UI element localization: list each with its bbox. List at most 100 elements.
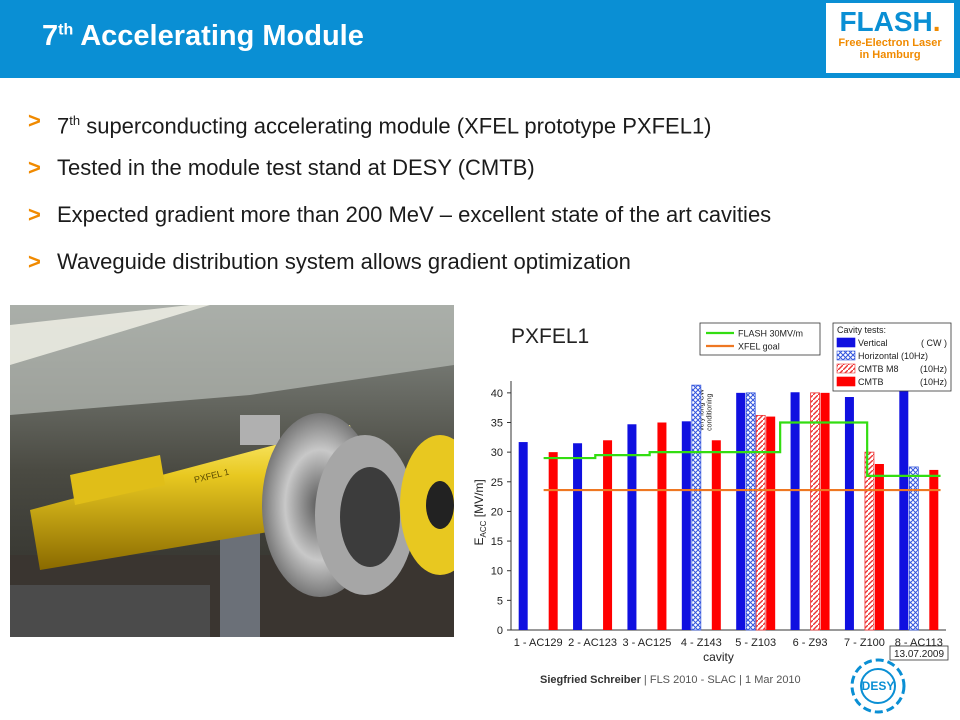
bullet-arrow-icon: >: [28, 202, 41, 227]
ceiling-light: [10, 305, 210, 365]
y-tick-label: 10: [491, 566, 503, 578]
legend-line-label: FLASH 30MV/m: [738, 329, 803, 339]
module-segment: [70, 455, 165, 505]
y-tick-label: 40: [491, 388, 503, 400]
chart-legends: FLASH 30MV/m XFEL goal Cavity tests: Vertic…: [699, 322, 952, 661]
bullet-arrow-icon: >: [28, 249, 41, 274]
legend-bar-swatch: [836, 363, 856, 374]
bullet-arrow-icon: >: [28, 108, 41, 133]
legend-bar-label: Horizontal (10Hz): [858, 351, 928, 361]
flash-logo-line1: Free-Electron Laser: [838, 37, 942, 49]
bullet-text-num: 7: [57, 113, 70, 139]
bullet-text-sup: th: [69, 113, 81, 128]
footer-info: | FLS 2010 - SLAC | 1 Mar 2010: [640, 674, 801, 686]
flash-logo-text: FLASH.: [826, 7, 954, 37]
header-bar: 7th Accelerating Module FLASH. Free-Elec…: [0, 0, 960, 78]
tunnel-ceiling: [10, 305, 454, 415]
bullet-text-rest: superconducting accelerating module (XFE…: [80, 113, 712, 139]
title-number: 7: [42, 20, 59, 52]
x-tick-label: 6 - Z93: [793, 637, 828, 649]
next-module-bore: [426, 481, 454, 529]
x-tick-label: 7 - Z100: [844, 637, 885, 649]
desy-logo-text: DESY: [862, 679, 895, 693]
bar-vertical-1: [518, 442, 528, 630]
bar-cmtb-m8-7: [864, 451, 875, 631]
x-tick-label: 2 - AC123: [568, 637, 617, 649]
date-stamp: 13.07.2009: [894, 649, 944, 660]
floor-equipment: [10, 585, 210, 637]
desy-inner-ring-icon: [860, 668, 896, 704]
desy-logo: DESY: [850, 658, 906, 714]
x-tick-label: 3 - AC125: [622, 637, 671, 649]
legend-bar-suffix: ( CW ): [921, 338, 947, 348]
legend-bar-swatch: [836, 376, 856, 387]
legend-bar-label: CMTB: [858, 377, 884, 387]
bar-cmtb-m8-6: [810, 392, 820, 631]
y-tick-label: 20: [491, 506, 503, 518]
y-tick-label: 35: [491, 418, 503, 430]
chart-bars: [518, 378, 939, 631]
title-sup: th: [58, 21, 74, 39]
date-stamp-box: [889, 645, 949, 661]
flash-logo-dot: .: [932, 6, 941, 37]
top-port: [240, 415, 280, 445]
bar-cmtb-3: [657, 422, 667, 630]
y-axis-label: EACC [MV/m]: [472, 479, 488, 545]
y-tick-label: 30: [491, 447, 503, 459]
y-tick-label: 15: [491, 536, 503, 548]
legend-bar-suffix: (10Hz): [920, 364, 947, 374]
bullet-item: > Expected gradient more than 200 MeV – …: [28, 200, 948, 247]
legend-bar-label: CMTB M8: [858, 364, 899, 374]
flange-interior: [340, 467, 400, 567]
y-tick-label: 25: [491, 477, 503, 489]
chart-lines: [543, 421, 941, 492]
line-flash-30mv-m: [543, 421, 941, 477]
bullet-list: > 7th superconducting accelerating modul…: [28, 106, 948, 294]
bar-vertical-2: [573, 443, 583, 630]
legend-bars-title: Cavity tests:: [837, 325, 886, 335]
desy-ring-icon: [850, 658, 906, 714]
chart-axes: 0 5 10 15 20 25 30 35 40 EACC [MV/m] 1 - AC129 2 - …: [472, 381, 946, 664]
x-tick-label: 1 - AC129: [514, 637, 563, 649]
bar-cmtb-8: [929, 469, 939, 630]
title-text: Accelerating Module: [73, 20, 364, 52]
bar-cmtb-4: [711, 440, 721, 630]
flash-logo: FLASH. Free-Electron Laser in Hamburg: [825, 2, 955, 74]
annotation-text: very long CWconditioning: [698, 389, 713, 431]
bar-vertical-3: [627, 424, 637, 630]
legend-bar-swatch: [836, 350, 856, 361]
bullet-text: Waveguide distribution system allows gra…: [57, 249, 631, 274]
slide-title: 7th Accelerating Module: [42, 20, 364, 53]
bar-cmtb-2: [603, 440, 613, 630]
bullet-text: 7th superconducting accelerating module …: [57, 106, 712, 141]
legend-bar-swatch: [836, 337, 856, 348]
bar-vertical-5: [736, 392, 746, 630]
legend-line-label: XFEL goal: [738, 342, 780, 352]
bar-cmtb-1: [548, 452, 558, 630]
bar-horizontal-10hz--5: [745, 392, 756, 631]
bar-cmtb-5: [766, 416, 776, 630]
legend-lines-box: [699, 322, 821, 356]
legend-bar-suffix: (10Hz): [920, 377, 947, 387]
bar-horizontal-10hz--8: [908, 466, 919, 631]
flash-logo-word: FLASH: [839, 6, 933, 37]
bar-vertical-6: [790, 392, 800, 630]
bar-cmtb-7: [874, 464, 884, 630]
bullet-item: > 7th superconducting accelerating modul…: [28, 106, 948, 153]
x-tick-label: 4 - Z143: [681, 637, 722, 649]
x-tick-label: 5 - Z103: [735, 637, 776, 649]
bar-vertical-7: [844, 397, 854, 630]
y-tick-label: 5: [497, 595, 503, 607]
flash-logo-line2: in Hamburg: [859, 49, 921, 61]
bullet-text: Tested in the module test stand at DESY …: [57, 155, 535, 180]
module-photo: PXFEL 1: [10, 305, 454, 637]
gradient-chart: PXFEL1 0 5 10 15 20 25 30 35 40 EACC [MV/m] 1 - AC…: [472, 322, 952, 664]
bar-cmtb-6: [820, 392, 830, 630]
bullet-item: > Waveguide distribution system allows g…: [28, 247, 948, 294]
bullet-arrow-icon: >: [28, 155, 41, 180]
footer: Siegfried Schreiber | FLS 2010 - SLAC | …: [540, 674, 801, 686]
chart-title: PXFEL1: [511, 325, 589, 348]
bullet-text: Expected gradient more than 200 MeV – ex…: [57, 202, 772, 227]
legend-bar-label: Vertical: [858, 338, 888, 348]
x-axis-label: cavity: [703, 650, 734, 664]
